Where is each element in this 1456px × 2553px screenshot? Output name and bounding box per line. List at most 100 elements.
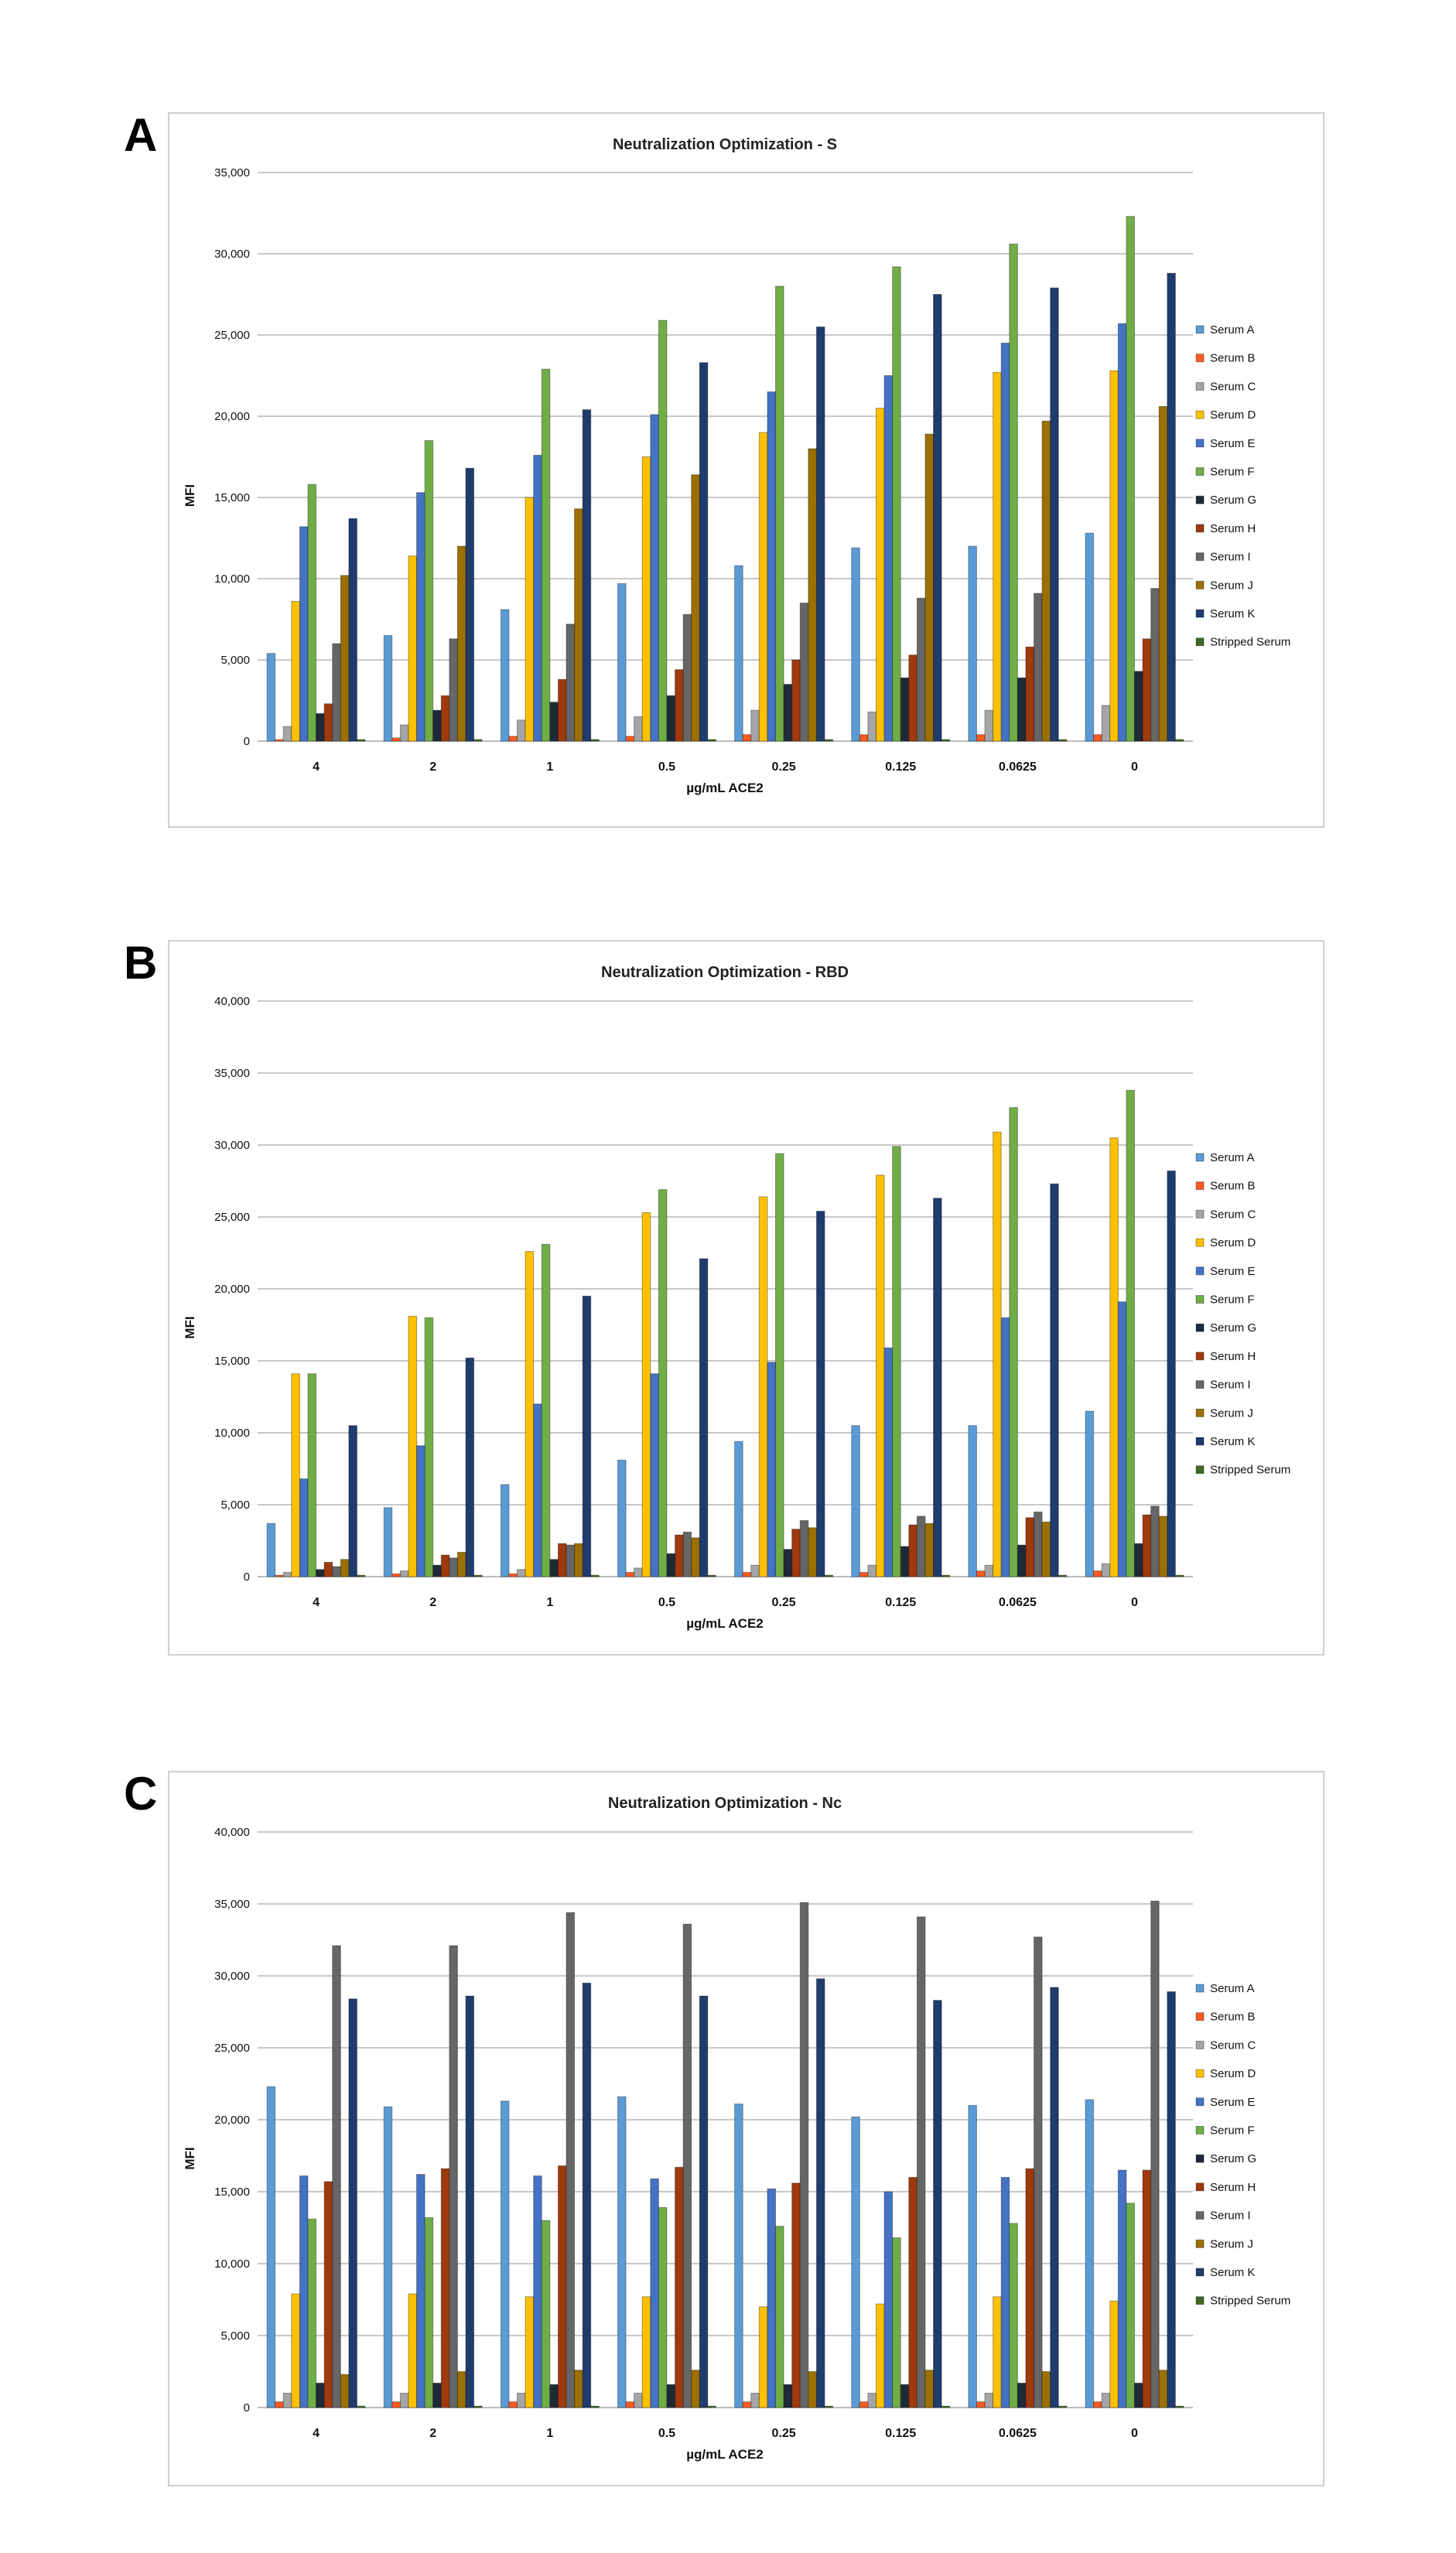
y-tick-label: 15,000 bbox=[214, 491, 250, 504]
legend-label: Serum G bbox=[1210, 1321, 1256, 1335]
bar-serum-i bbox=[799, 1519, 809, 1577]
bar-serum-b bbox=[859, 734, 869, 742]
bar-serum-k bbox=[582, 409, 592, 742]
bar-serum-a bbox=[968, 2104, 977, 2408]
bar-serum-h bbox=[557, 2165, 567, 2408]
bar-serum-d bbox=[758, 432, 768, 742]
chart-title: Neutralization Optimization - RBD bbox=[601, 964, 849, 981]
bar-serum-e bbox=[533, 1403, 542, 1577]
bar-serum-k bbox=[465, 1995, 475, 2408]
y-tick-label: 30,000 bbox=[214, 1970, 250, 1983]
legend-label: Serum F bbox=[1210, 1294, 1255, 1307]
bar-serum-g bbox=[1133, 1543, 1143, 1577]
bar-serum-d bbox=[291, 600, 300, 742]
bar-serum-b bbox=[976, 2401, 986, 2408]
bar-serum-i bbox=[1033, 593, 1043, 742]
bar-serum-i bbox=[799, 603, 809, 742]
bar-serum-d bbox=[641, 456, 651, 742]
bar-serum-i bbox=[1033, 1936, 1043, 2408]
bar-serum-k bbox=[348, 518, 357, 742]
bar-serum-b bbox=[1093, 1570, 1102, 1577]
bar-serum-g bbox=[666, 1553, 676, 1577]
bar-serum-f bbox=[774, 285, 784, 742]
bar-serum-e bbox=[299, 526, 309, 742]
bar-serum-h bbox=[323, 1561, 333, 1577]
bar-serum-h bbox=[1142, 1514, 1152, 1577]
bar-serum-e bbox=[533, 454, 542, 742]
legend-label: Serum A bbox=[1210, 1151, 1255, 1164]
bar-serum-h bbox=[440, 1554, 450, 1577]
bar-serum-a bbox=[383, 635, 393, 742]
bar-serum-b bbox=[391, 2401, 401, 2408]
bar-serum-e bbox=[299, 1478, 309, 1577]
bar-serum-i bbox=[449, 1945, 458, 2408]
x-axis-title: µg/mL ACE2 bbox=[686, 2447, 764, 2462]
bar-serum-f bbox=[658, 320, 668, 742]
legend-label: Serum B bbox=[1210, 1180, 1255, 1193]
bar-serum-h bbox=[440, 2168, 450, 2408]
bar-serum-j bbox=[1041, 2371, 1051, 2408]
chart-title: Neutralization Optimization - Nc bbox=[608, 1795, 842, 1812]
bar-serum-g bbox=[783, 684, 793, 742]
bar-serum-d bbox=[408, 555, 418, 742]
bar-serum-a bbox=[500, 1484, 510, 1577]
bar-serum-e bbox=[767, 391, 776, 742]
bar-stripped-serum bbox=[356, 739, 366, 742]
bar-serum-a bbox=[500, 609, 510, 742]
x-tick-label: 0.0625 bbox=[999, 2427, 1037, 2440]
bar-serum-i bbox=[1150, 1505, 1160, 1577]
bar-stripped-serum bbox=[824, 1574, 834, 1577]
bar-serum-c bbox=[1101, 705, 1111, 742]
legend-swatch bbox=[1195, 467, 1205, 476]
bar-serum-f bbox=[892, 266, 901, 742]
bar-serum-g bbox=[666, 695, 676, 742]
bar-serum-e bbox=[884, 1347, 894, 1577]
x-tick-label: 0.0625 bbox=[999, 1596, 1037, 1609]
bar-serum-e bbox=[767, 2188, 776, 2408]
bar-serum-b bbox=[508, 1573, 518, 1577]
bar-serum-h bbox=[323, 2181, 333, 2408]
bar-serum-f bbox=[307, 1373, 317, 1577]
bar-serum-b bbox=[742, 2401, 752, 2408]
legend-swatch bbox=[1195, 1352, 1205, 1361]
legend-label: Serum A bbox=[1210, 323, 1255, 337]
bar-serum-a bbox=[617, 2096, 627, 2408]
bar-serum-d bbox=[641, 2296, 651, 2408]
legend-swatch bbox=[1195, 580, 1205, 590]
x-tick-label: 0.5 bbox=[658, 2427, 675, 2440]
bar-serum-e bbox=[1000, 2176, 1010, 2408]
bar-serum-i bbox=[332, 1566, 341, 1577]
bar-serum-c bbox=[867, 711, 877, 742]
bar-serum-e bbox=[1000, 343, 1010, 742]
bar-serum-i bbox=[566, 1544, 576, 1577]
bar-serum-c bbox=[750, 709, 760, 742]
y-tick-label: 15,000 bbox=[214, 1355, 250, 1368]
legend-label: Serum C bbox=[1210, 380, 1256, 393]
bar-serum-c bbox=[750, 1564, 760, 1577]
bar-serum-b bbox=[1093, 734, 1102, 742]
bar-stripped-serum bbox=[941, 1574, 951, 1577]
bar-serum-h bbox=[675, 669, 684, 742]
legend-swatch bbox=[1195, 1465, 1205, 1475]
bar-serum-h bbox=[791, 2182, 801, 2408]
legend-label: Stripped Serum bbox=[1210, 636, 1290, 649]
bar-serum-b bbox=[976, 1570, 986, 1577]
bar-serum-i bbox=[682, 1923, 692, 2408]
y-tick-label: 35,000 bbox=[214, 1067, 250, 1080]
x-tick-label: 4 bbox=[313, 2427, 320, 2440]
bar-serum-d bbox=[291, 1373, 300, 1577]
bar-serum-a bbox=[1085, 532, 1095, 742]
y-tick-label: 5,000 bbox=[220, 2329, 250, 2343]
bar-serum-g bbox=[900, 677, 910, 742]
legend-swatch bbox=[1195, 354, 1205, 363]
bar-serum-a bbox=[500, 2100, 510, 2408]
bar-serum-i bbox=[916, 1916, 926, 2408]
bar-stripped-serum bbox=[707, 1574, 716, 1577]
bar-serum-k bbox=[1167, 272, 1176, 742]
bar-serum-i bbox=[1150, 1900, 1160, 2408]
legend-swatch bbox=[1195, 1323, 1205, 1332]
bar-serum-a bbox=[266, 2086, 276, 2408]
bar-serum-k bbox=[348, 1425, 357, 1577]
bar-serum-e bbox=[884, 2191, 894, 2408]
legend-label: Serum G bbox=[1210, 2152, 1256, 2165]
